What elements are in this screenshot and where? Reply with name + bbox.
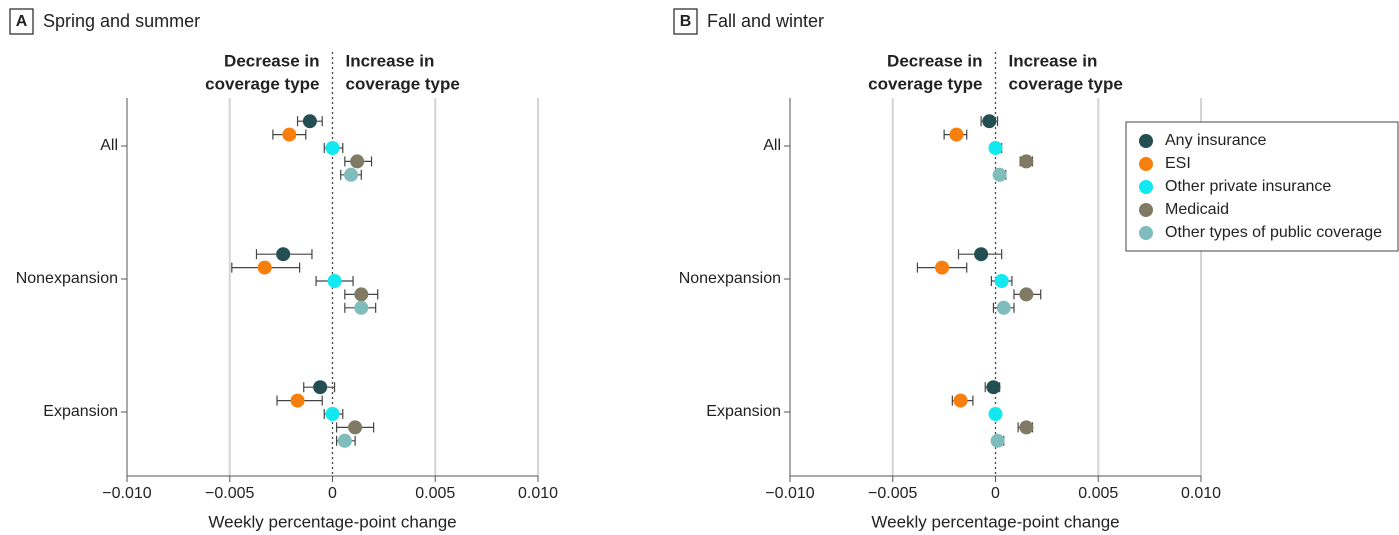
annotation: Decrease in	[224, 51, 319, 70]
annotation: coverage type	[346, 74, 460, 93]
point	[992, 167, 1007, 182]
legend-label: ESI	[1165, 155, 1191, 172]
panel-box	[9, 8, 34, 35]
annotation: Decrease in	[887, 51, 982, 70]
legend-label: Medicaid	[1165, 201, 1229, 218]
x-tick-label: −0.005	[868, 485, 917, 502]
panel-letter: A	[16, 13, 28, 30]
x-axis-title: Weekly percentage-point change	[871, 512, 1119, 531]
point	[1019, 154, 1034, 169]
x-tick-label: 0.010	[1181, 485, 1221, 502]
point	[1019, 420, 1034, 435]
x-tick-label: −0.010	[102, 485, 151, 502]
panel-box	[673, 8, 698, 35]
point	[354, 287, 369, 302]
annotation: Increase in	[346, 51, 435, 70]
point	[325, 141, 340, 155]
y-tick-label: Expansion	[706, 403, 781, 420]
legend-label: Any insurance	[1165, 132, 1266, 149]
point	[325, 407, 340, 421]
x-tick-label: 0.005	[415, 485, 455, 502]
point	[290, 393, 305, 408]
point	[257, 260, 272, 275]
y-tick-label: All	[100, 137, 118, 154]
legend-marker	[1139, 180, 1153, 194]
point	[996, 300, 1011, 315]
legend-box	[1125, 121, 1399, 252]
point	[982, 114, 997, 129]
y-tick-label: All	[763, 137, 781, 154]
point	[994, 274, 1009, 288]
panel-letter: B	[680, 13, 692, 30]
point	[953, 393, 968, 408]
annotation: Increase in	[1009, 51, 1098, 70]
point	[327, 274, 342, 288]
annotation: coverage type	[1009, 74, 1123, 93]
point	[343, 167, 358, 182]
legend-marker	[1139, 226, 1153, 240]
annotation: coverage type	[868, 74, 982, 93]
point	[302, 114, 317, 129]
x-tick-label: 0	[328, 485, 337, 502]
point	[350, 154, 365, 169]
x-axis-title: Weekly percentage-point change	[208, 512, 456, 531]
annotation: coverage type	[205, 74, 319, 93]
point	[282, 127, 297, 142]
point	[988, 407, 1003, 421]
legend-marker	[1139, 157, 1153, 171]
y-tick-label: Nonexpansion	[679, 270, 781, 287]
x-tick-label: 0	[991, 485, 1000, 502]
point	[313, 380, 328, 395]
panel-title: Spring and summer	[43, 11, 200, 31]
legend-marker	[1139, 134, 1153, 148]
legend-label: Other types of public coverage	[1165, 224, 1382, 241]
point	[935, 260, 950, 275]
x-tick-label: −0.010	[765, 485, 814, 502]
point	[974, 247, 989, 262]
legend-label: Other private insurance	[1165, 178, 1331, 195]
point	[348, 420, 363, 435]
panel-title: Fall and winter	[707, 11, 824, 31]
point	[988, 141, 1003, 155]
x-tick-label: 0.010	[518, 485, 558, 502]
point	[337, 433, 352, 448]
point	[986, 380, 1001, 395]
point	[276, 247, 291, 262]
point	[354, 300, 369, 315]
y-tick-label: Nonexpansion	[16, 270, 118, 287]
point	[949, 127, 964, 142]
x-tick-label: −0.005	[205, 485, 254, 502]
point	[1019, 287, 1034, 302]
legend-marker	[1139, 203, 1153, 217]
y-tick-label: Expansion	[43, 403, 118, 420]
point	[990, 433, 1005, 448]
x-tick-label: 0.005	[1078, 485, 1118, 502]
